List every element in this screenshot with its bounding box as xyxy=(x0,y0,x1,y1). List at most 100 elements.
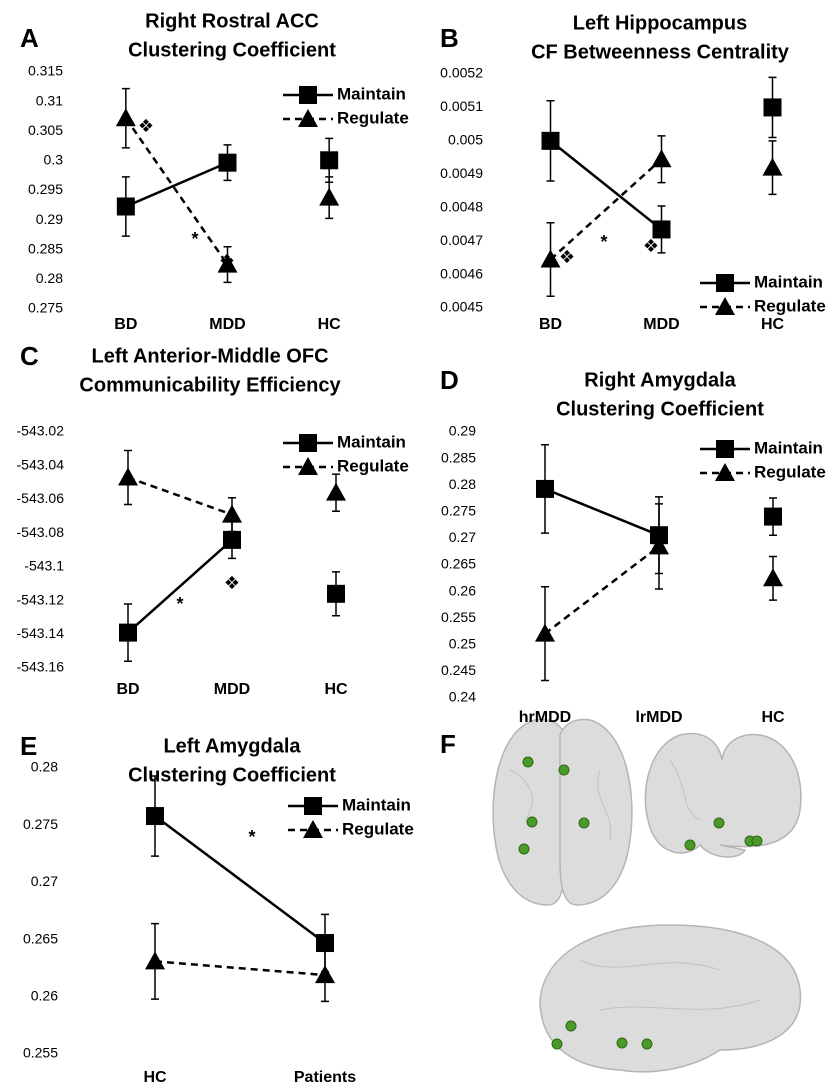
series-line xyxy=(155,816,325,943)
chart-panel: D Right Amygdala Clustering Coefficient 0.2… xyxy=(440,365,826,726)
y-tick-label: 0.27 xyxy=(449,529,476,545)
chart-title: Clustering Coefficient xyxy=(128,39,336,61)
chart-title: CF Betweenness Centrality xyxy=(531,41,790,63)
annotation: * xyxy=(191,229,198,249)
y-tick-label: 0.245 xyxy=(441,662,476,678)
annotation: ❖ xyxy=(559,247,575,267)
chart-title: Right Rostral ACC xyxy=(145,10,319,32)
x-tick-label: MDD xyxy=(209,316,245,333)
y-tick-label: 0.005 xyxy=(448,132,483,148)
y-tick-label: 0.295 xyxy=(28,181,63,197)
annotation: ❖ xyxy=(643,236,659,256)
marker-triangle xyxy=(652,149,672,167)
chart-title: Left Amygdala xyxy=(163,735,301,757)
y-tick-label: 0.0051 xyxy=(440,98,483,114)
legend-label: Maintain xyxy=(337,84,406,103)
legend-label: Regulate xyxy=(754,296,826,315)
chart-title: Clustering Coefficient xyxy=(556,398,764,420)
x-tick-label: hrMDD xyxy=(519,709,571,726)
y-tick-label: 0.0052 xyxy=(440,65,483,81)
x-tick-label: BD xyxy=(114,316,137,333)
x-tick-label: MDD xyxy=(214,681,250,698)
x-tick-label: BD xyxy=(539,316,562,333)
y-tick-label: -543.08 xyxy=(17,524,65,540)
panel-label: F xyxy=(440,729,456,759)
x-tick-label: Patients xyxy=(294,1069,356,1086)
x-tick-label: HC xyxy=(143,1069,167,1086)
marker-square xyxy=(223,531,241,549)
y-tick-label: 0.29 xyxy=(36,211,63,227)
panel-label: A xyxy=(20,23,39,53)
series-line xyxy=(551,141,662,230)
y-tick-label: 0.28 xyxy=(31,759,58,775)
y-tick-label: 0.26 xyxy=(31,988,58,1004)
y-tick-label: -543.1 xyxy=(24,558,64,574)
y-tick-label: 0.275 xyxy=(23,816,58,832)
y-tick-label: 0.31 xyxy=(36,92,63,108)
chart-title: Right Amygdala xyxy=(584,369,736,391)
y-tick-label: 0.255 xyxy=(441,609,476,625)
y-tick-label: 0.255 xyxy=(23,1045,58,1061)
y-tick-label: -543.14 xyxy=(17,625,65,641)
y-tick-label: 0.285 xyxy=(28,240,63,256)
figure: F A Right Rostral ACC Clustering Coefficie… xyxy=(0,0,839,1087)
annotation: ❖ xyxy=(219,251,235,271)
x-tick-label: HC xyxy=(318,316,342,333)
brain-top-left xyxy=(493,720,565,905)
series-line xyxy=(126,118,228,264)
marker-square xyxy=(119,624,137,642)
chart-title: Left Hippocampus xyxy=(573,12,747,34)
y-tick-label: 0.275 xyxy=(441,503,476,519)
marker-triangle xyxy=(763,158,783,176)
y-tick-label: -543.04 xyxy=(17,456,65,472)
legend-marker xyxy=(716,274,734,292)
y-tick-label: 0.0047 xyxy=(440,232,483,248)
series-line xyxy=(545,546,659,633)
legend-label: Regulate xyxy=(342,819,414,838)
legend-label: Maintain xyxy=(342,795,411,814)
marker-square xyxy=(542,132,560,150)
y-tick-label: -543.02 xyxy=(17,423,65,439)
marker-triangle xyxy=(541,250,561,268)
marker-square xyxy=(117,197,135,215)
legend-marker xyxy=(299,434,317,452)
brain-top-right xyxy=(560,720,632,905)
brain-images xyxy=(493,720,801,1072)
marker-square xyxy=(219,154,237,172)
y-tick-label: 0.275 xyxy=(28,300,63,316)
y-tick-label: 0.265 xyxy=(23,930,58,946)
annotation: * xyxy=(176,594,183,614)
y-tick-label: 0.3 xyxy=(44,152,64,168)
y-tick-label: 0.28 xyxy=(449,476,476,492)
panel-label: D xyxy=(440,365,459,395)
x-tick-label: HC xyxy=(761,709,785,726)
x-tick-label: MDD xyxy=(643,316,679,333)
marker-square xyxy=(327,585,345,603)
y-tick-label: 0.0048 xyxy=(440,198,483,214)
y-tick-label: 0.265 xyxy=(441,556,476,572)
marker-triangle xyxy=(319,188,339,206)
legend-marker xyxy=(304,797,322,815)
chart-title: Clustering Coefficient xyxy=(128,764,336,786)
marker-triangle xyxy=(222,505,242,523)
panel-label: B xyxy=(440,23,459,53)
y-tick-label: 0.29 xyxy=(449,423,476,439)
legend-label: Regulate xyxy=(754,462,826,481)
y-tick-label: -543.06 xyxy=(17,490,65,506)
panel-label: C xyxy=(20,341,39,371)
brain-front xyxy=(645,734,801,857)
series-line xyxy=(128,478,232,515)
y-tick-label: 0.0045 xyxy=(440,299,483,315)
legend-label: Maintain xyxy=(337,432,406,451)
y-tick-label: 0.25 xyxy=(449,636,476,652)
y-tick-label: 0.24 xyxy=(449,689,476,705)
chart-title: Left Anterior-Middle OFC xyxy=(91,345,328,367)
marker-square xyxy=(536,480,554,498)
y-tick-label: 0.27 xyxy=(31,873,58,889)
y-tick-label: 0.28 xyxy=(36,270,63,286)
annotation: * xyxy=(248,827,255,847)
annotation: ❖ xyxy=(224,573,240,593)
annotation: * xyxy=(600,232,607,252)
